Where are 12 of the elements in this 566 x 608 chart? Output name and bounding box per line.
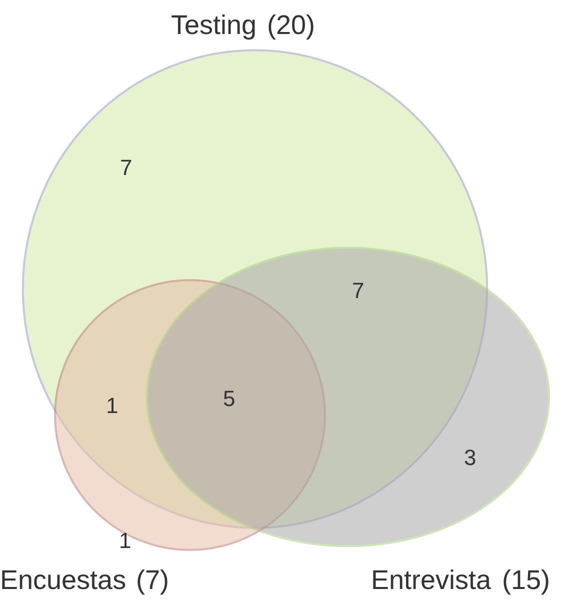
text: 1 [119, 528, 132, 553]
category-label: Entrevista [371, 565, 492, 595]
category-label: Testing [171, 10, 257, 40]
text: 7 [352, 278, 364, 303]
text: 1 [106, 393, 118, 418]
text: 7 [120, 155, 132, 180]
text: 3 [464, 445, 476, 470]
data-label: (7) [136, 565, 169, 595]
data-label: (15) [502, 565, 550, 595]
category-label: Encuestas [0, 565, 126, 595]
data-label: (20) [267, 10, 316, 40]
text: 5 [223, 386, 236, 411]
